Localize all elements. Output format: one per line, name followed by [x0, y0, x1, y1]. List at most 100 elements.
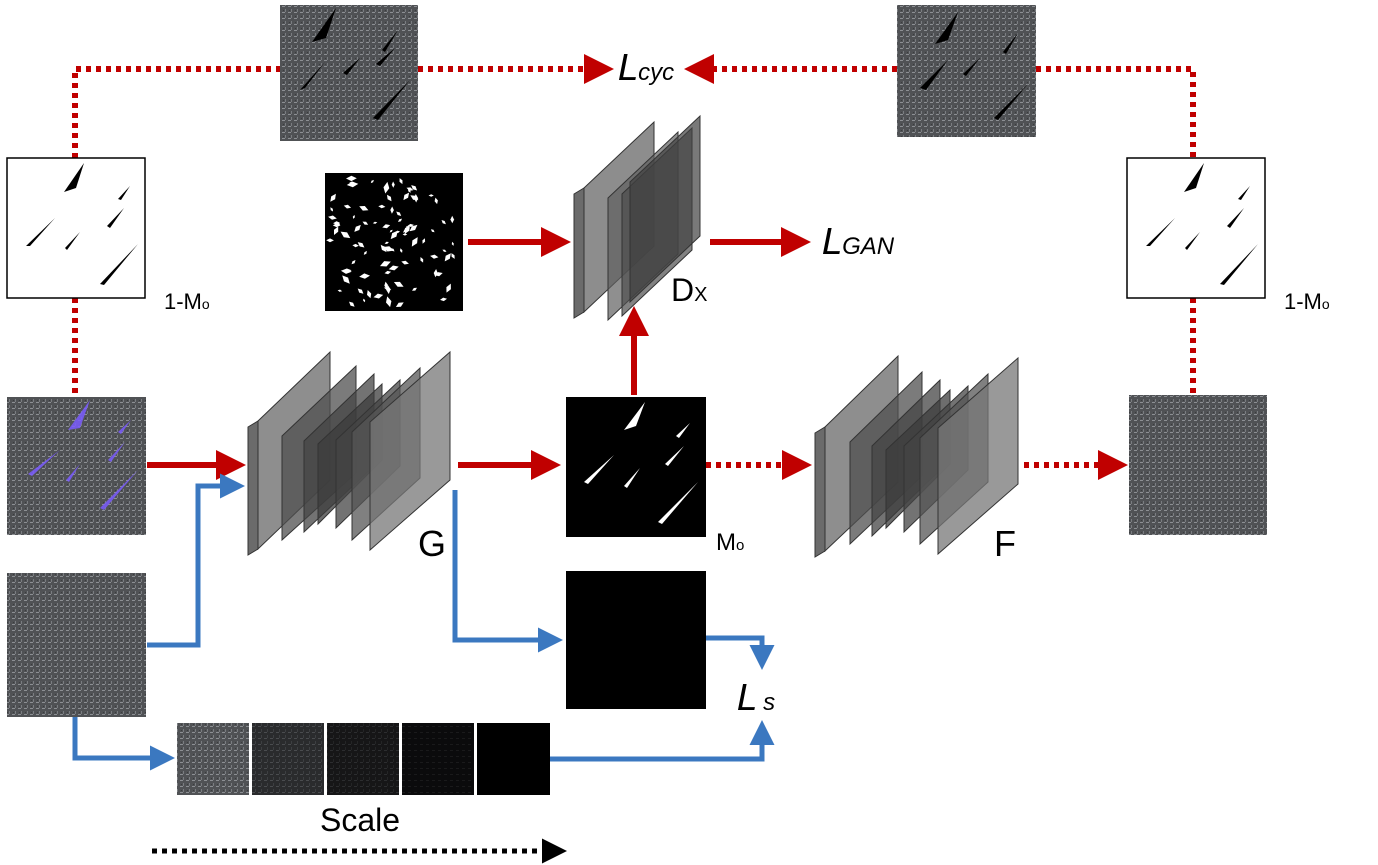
defect-speckle [334, 226, 339, 235]
defect-speckle [395, 302, 404, 307]
scale-step-4 [402, 723, 474, 795]
defect-speckle [393, 281, 404, 287]
defect-speckle [388, 265, 399, 271]
defect-speckle [434, 272, 443, 277]
normal-mask-output [566, 571, 706, 709]
defect-speckle [420, 257, 424, 263]
reconstructed-normal-fabric [1129, 395, 1267, 535]
defect-speckle [372, 221, 378, 224]
scale-step-1 [177, 723, 249, 795]
defect-speckle [373, 293, 384, 299]
defect-speckle [428, 194, 434, 197]
defect-speckle [357, 242, 365, 248]
defect-speckle [352, 214, 355, 219]
defect-speckle [384, 270, 392, 275]
defect-speckle [450, 215, 455, 224]
defective-fabric-input [7, 397, 146, 535]
defect-speckle [389, 229, 393, 233]
defect-speckle [410, 195, 419, 201]
defect-speckle [444, 253, 451, 262]
defect-speckle [383, 246, 394, 252]
reconstructed-fabric-right [897, 5, 1036, 137]
defect-speckle [333, 221, 340, 225]
defect-speckle [328, 215, 337, 220]
inverse-generator-label: F [994, 523, 1016, 564]
defect-speckle [349, 301, 355, 307]
defect-speckle [441, 220, 446, 225]
defect-speckle [342, 268, 352, 273]
defect-speckle [346, 181, 359, 188]
defect-speckle [451, 253, 455, 259]
defect-speckle [370, 179, 374, 184]
scale-strip [177, 723, 550, 795]
defect-speckle [411, 237, 418, 247]
scale-step-5 [477, 723, 550, 795]
defect-speckle [380, 244, 387, 253]
cycle-path-right [1036, 66, 1196, 158]
defect-speckle [430, 254, 439, 259]
defect-speckle [340, 231, 351, 239]
defect-speckle [407, 223, 414, 227]
defect-speckle [346, 175, 357, 182]
arrow-black-to-ls [706, 635, 775, 670]
defect-speckle [343, 204, 352, 209]
generator-label: G [418, 523, 447, 564]
scale-step-3 [327, 723, 399, 795]
defect-speckle [382, 224, 391, 229]
defect-speckle [359, 206, 369, 211]
defect-speckle [367, 290, 372, 299]
defect-speckle [442, 249, 447, 252]
defect-speckle [398, 218, 402, 222]
defect-speckle [390, 230, 398, 240]
defect-speckle [383, 181, 390, 194]
inverse-mask-right-label: 1-Mo [1284, 289, 1330, 314]
inverse-generator-f [814, 354, 1019, 558]
defect-speckle [332, 223, 341, 228]
inverse-mask-right [1126, 157, 1266, 299]
defect-speckle [330, 193, 336, 202]
defect-speckle [386, 296, 392, 308]
loss-cycle-label: Lcyc [618, 48, 675, 89]
defect-speckle [402, 233, 408, 236]
defect-speckle [380, 261, 391, 267]
defect-speckle [408, 188, 411, 193]
defect-speckle [384, 286, 392, 291]
defect-speckle [396, 211, 402, 216]
arrow-scale-to-ls [550, 720, 775, 762]
discriminator-dx [573, 114, 701, 322]
scale-step-2 [252, 723, 324, 795]
defect-speckle [406, 226, 411, 229]
defect-speckle [354, 224, 361, 232]
defect-speckle [326, 238, 334, 243]
mask-output-label: Mo [716, 529, 745, 556]
defect-speckle [401, 260, 409, 265]
arrow-g-to-black [452, 490, 563, 653]
defect-speckle [359, 273, 370, 279]
loss-gan-label: LGAN [822, 222, 895, 263]
defect-speckle [430, 229, 435, 233]
defect-speckle [349, 181, 354, 184]
generator-g [247, 350, 451, 556]
defect-speckle [409, 224, 418, 232]
defect-speckle [411, 185, 418, 191]
defect-speckle [403, 192, 410, 201]
reconstructed-fabric-left [280, 5, 418, 141]
defect-speckle [412, 287, 417, 291]
mask-output [566, 397, 706, 537]
defect-speckle [337, 289, 343, 292]
scale-label: Scale [320, 802, 401, 838]
defect-speckle [363, 298, 366, 303]
defect-speckle [451, 241, 454, 246]
defect-speckle [351, 260, 356, 265]
defect-speckle [387, 194, 392, 202]
cycle-path-left [72, 66, 280, 158]
defect-speckle [446, 283, 451, 293]
defect-speckle [422, 238, 426, 244]
arrow-normal-to-g [147, 473, 245, 648]
real-defect-mask [325, 173, 463, 311]
defect-speckle [384, 241, 389, 244]
discriminator-label: DX [671, 272, 708, 308]
defect-speckle [400, 248, 403, 253]
